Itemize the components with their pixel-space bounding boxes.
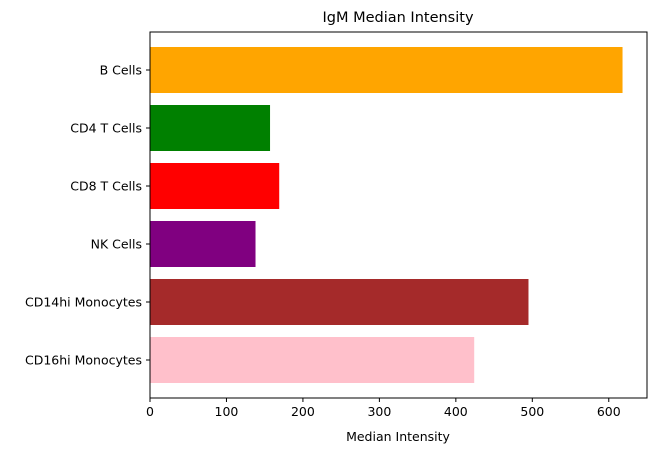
x-tick-label: 300 — [367, 404, 391, 419]
bars-group — [150, 47, 623, 383]
x-tick-label: 0 — [146, 404, 154, 419]
y-axis-ticks: B Cells CD4 T Cells CD8 T Cells NK Cells CD1… — [25, 63, 150, 368]
bar-b-cells — [150, 47, 623, 93]
x-axis-ticks: 0 100 200 300 400 500 600 — [146, 398, 621, 419]
y-tick-label: CD8 T Cells — [70, 179, 142, 194]
x-tick-label: 100 — [215, 404, 239, 419]
y-tick-label: B Cells — [100, 63, 142, 78]
bar-cd14hi-monocytes — [150, 279, 529, 325]
y-tick-label: CD16hi Monocytes — [25, 353, 142, 368]
y-tick-label: NK Cells — [91, 237, 142, 252]
bar-cd8-t-cells — [150, 163, 280, 209]
x-tick-label: 200 — [291, 404, 315, 419]
y-tick-label: CD14hi Monocytes — [25, 295, 142, 310]
bar-cd4-t-cells — [150, 105, 271, 151]
x-tick-label: 500 — [520, 404, 544, 419]
y-tick-label: CD4 T Cells — [70, 121, 142, 136]
x-tick-label: 400 — [444, 404, 468, 419]
plot-frame — [149, 31, 648, 399]
x-axis-label: Median Intensity — [346, 429, 450, 444]
chart-title: IgM Median Intensity — [322, 10, 473, 26]
x-tick-label: 600 — [597, 404, 621, 419]
bar-cd16hi-monocytes — [150, 337, 475, 383]
bar-nk-cells — [150, 221, 256, 267]
